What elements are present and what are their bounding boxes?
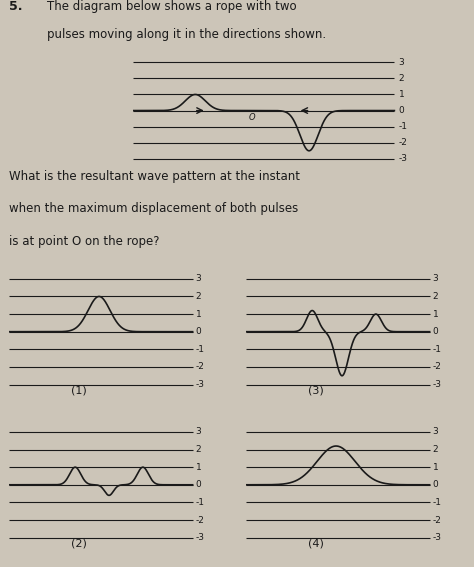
Text: -3: -3 (399, 154, 408, 163)
Text: (1): (1) (71, 385, 87, 395)
Text: -1: -1 (433, 345, 442, 354)
Text: -3: -3 (433, 380, 442, 389)
Text: 0: 0 (433, 480, 438, 489)
Text: 3: 3 (433, 428, 438, 437)
Text: -3: -3 (196, 533, 205, 542)
Text: 3: 3 (196, 274, 201, 284)
Text: 2: 2 (399, 74, 404, 83)
Text: What is the resultant wave pattern at the instant: What is the resultant wave pattern at th… (9, 170, 301, 183)
Text: pulses moving along it in the directions shown.: pulses moving along it in the directions… (47, 28, 327, 41)
Text: when the maximum displacement of both pulses: when the maximum displacement of both pu… (9, 202, 299, 215)
Text: 2: 2 (433, 445, 438, 454)
Text: 1: 1 (433, 310, 438, 319)
Text: 1: 1 (196, 310, 201, 319)
Text: -3: -3 (433, 533, 442, 542)
Text: is at point O on the rope?: is at point O on the rope? (9, 235, 160, 248)
Text: -2: -2 (399, 138, 408, 147)
Text: (2): (2) (71, 538, 87, 548)
Text: 2: 2 (433, 292, 438, 301)
Text: 3: 3 (196, 428, 201, 437)
Text: 5.: 5. (9, 0, 23, 13)
Text: (3): (3) (308, 385, 324, 395)
Text: -2: -2 (196, 515, 204, 524)
Text: The diagram below shows a rope with two: The diagram below shows a rope with two (47, 0, 297, 13)
Text: -1: -1 (399, 122, 408, 131)
Text: 0: 0 (399, 106, 404, 115)
Text: 0: 0 (196, 480, 201, 489)
Text: 1: 1 (399, 90, 404, 99)
Text: -2: -2 (196, 362, 204, 371)
Text: 3: 3 (433, 274, 438, 284)
Text: -2: -2 (433, 515, 441, 524)
Text: -1: -1 (196, 345, 205, 354)
Text: O: O (249, 113, 255, 122)
Text: -2: -2 (433, 362, 441, 371)
Text: 2: 2 (196, 292, 201, 301)
Text: 2: 2 (196, 445, 201, 454)
Text: 0: 0 (196, 327, 201, 336)
Text: 3: 3 (399, 58, 404, 67)
Text: 1: 1 (433, 463, 438, 472)
Text: -1: -1 (433, 498, 442, 507)
Text: -3: -3 (196, 380, 205, 389)
Text: 1: 1 (196, 463, 201, 472)
Text: 0: 0 (433, 327, 438, 336)
Text: (4): (4) (308, 538, 324, 548)
Text: -1: -1 (196, 498, 205, 507)
